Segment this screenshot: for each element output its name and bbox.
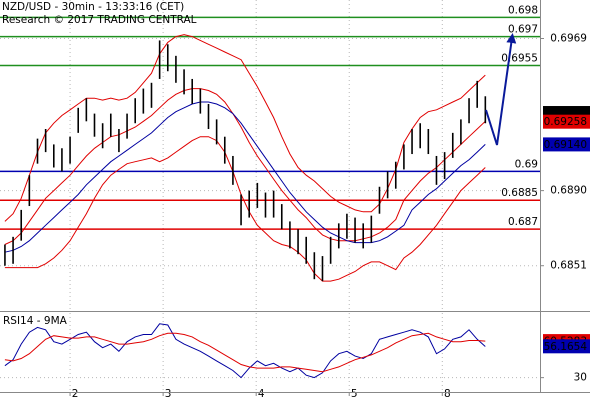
level-label: 0.6885 [501, 187, 538, 199]
y-tick-label: 0.6851 [550, 260, 587, 272]
level-label: 0.698 [508, 4, 538, 16]
price-marker-label: 56.1654 [544, 341, 588, 353]
level-label: 0.687 [508, 216, 538, 228]
panel-title: RSI14 - 9MA [3, 315, 68, 327]
level-label: 0.6955 [501, 52, 538, 64]
forecast-arrow [485, 33, 517, 146]
y-tick-label: 30 [574, 372, 587, 384]
chart-title: NZD/USD - 30min - 13:33:16 (CET) [2, 1, 184, 13]
y-tick-label: 0.6969 [550, 33, 587, 45]
price-marker [543, 137, 590, 152]
level-label: 0.697 [508, 24, 538, 36]
x-tick-label: 8 [444, 388, 451, 400]
line-series [4, 101, 486, 253]
x-tick-label: 3 [165, 388, 172, 400]
y-tick-label: 0.6890 [550, 185, 587, 197]
line-series [4, 88, 486, 245]
price-marker-label: 0.69140 [544, 139, 587, 151]
line-series [4, 136, 486, 282]
line-series [4, 34, 486, 222]
price-marker [543, 114, 590, 129]
price-marker [543, 339, 590, 354]
x-tick-label: 4 [258, 388, 265, 400]
level-label: 0.69 [515, 158, 538, 170]
x-tick-label: 2 [72, 388, 79, 400]
x-tick-label: 5 [351, 388, 358, 400]
line-series [4, 332, 486, 373]
chart-subtitle: Research © 2017 TRADING CENTRAL [2, 14, 197, 26]
price-marker-label: 0.69258 [544, 116, 587, 128]
line-series [4, 323, 486, 379]
